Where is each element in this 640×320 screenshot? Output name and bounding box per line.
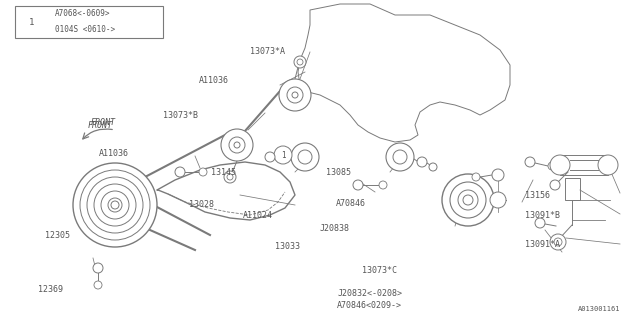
Circle shape xyxy=(535,218,545,228)
Text: 13033: 13033 xyxy=(275,242,300,251)
Circle shape xyxy=(73,163,157,247)
Circle shape xyxy=(353,180,363,190)
Text: FRONT: FRONT xyxy=(90,117,115,126)
Circle shape xyxy=(227,174,233,180)
Bar xyxy=(560,155,608,175)
Text: A7068<-0609>: A7068<-0609> xyxy=(55,9,111,18)
Text: 0104S <0610->: 0104S <0610-> xyxy=(55,25,115,34)
Text: 13091*A: 13091*A xyxy=(525,240,560,249)
Circle shape xyxy=(199,168,207,176)
Circle shape xyxy=(548,162,556,170)
Circle shape xyxy=(21,11,43,33)
Circle shape xyxy=(94,281,102,289)
Circle shape xyxy=(175,167,185,177)
Text: 1: 1 xyxy=(281,150,285,159)
Circle shape xyxy=(80,170,150,240)
Text: A11036: A11036 xyxy=(198,76,228,84)
Circle shape xyxy=(450,182,486,218)
Circle shape xyxy=(87,177,143,233)
Circle shape xyxy=(94,184,136,226)
Circle shape xyxy=(274,146,292,164)
Circle shape xyxy=(224,171,236,183)
Circle shape xyxy=(490,192,506,208)
Circle shape xyxy=(550,180,560,190)
Text: 13091*B: 13091*B xyxy=(525,212,560,220)
Circle shape xyxy=(554,238,562,246)
Text: A70846<0209->: A70846<0209-> xyxy=(337,301,403,310)
Circle shape xyxy=(292,92,298,98)
Circle shape xyxy=(429,163,437,171)
Text: 12305: 12305 xyxy=(45,231,70,240)
Text: 13028: 13028 xyxy=(189,200,214,209)
Circle shape xyxy=(417,157,427,167)
Circle shape xyxy=(111,201,119,209)
Text: 13145: 13145 xyxy=(211,168,236,177)
Text: A11024: A11024 xyxy=(243,212,273,220)
Text: 13073*B: 13073*B xyxy=(163,111,198,120)
Circle shape xyxy=(265,152,275,162)
Bar xyxy=(15,6,163,38)
Circle shape xyxy=(234,142,240,148)
Circle shape xyxy=(291,143,319,171)
Text: FRONT: FRONT xyxy=(88,121,113,130)
Circle shape xyxy=(101,191,129,219)
Text: 13073*A: 13073*A xyxy=(250,47,285,56)
Circle shape xyxy=(221,129,253,161)
Circle shape xyxy=(298,150,312,164)
Circle shape xyxy=(492,169,504,181)
Circle shape xyxy=(442,174,494,226)
Circle shape xyxy=(550,155,570,175)
Text: 12369: 12369 xyxy=(38,285,63,294)
Text: J20832<-0208>: J20832<-0208> xyxy=(337,289,403,298)
Circle shape xyxy=(525,157,535,167)
Circle shape xyxy=(463,195,473,205)
Text: 13085: 13085 xyxy=(326,168,351,177)
Circle shape xyxy=(379,181,387,189)
Text: 1: 1 xyxy=(29,18,35,27)
Circle shape xyxy=(93,263,103,273)
Circle shape xyxy=(229,137,245,153)
Circle shape xyxy=(297,59,303,65)
Circle shape xyxy=(294,56,306,68)
Text: A013001161: A013001161 xyxy=(577,306,620,312)
Circle shape xyxy=(287,87,303,103)
Circle shape xyxy=(472,173,480,181)
Circle shape xyxy=(598,155,618,175)
Circle shape xyxy=(279,79,311,111)
Circle shape xyxy=(108,198,122,212)
Text: A11036: A11036 xyxy=(99,149,129,158)
Circle shape xyxy=(458,190,478,210)
Text: J20838: J20838 xyxy=(320,224,350,233)
Text: A70846: A70846 xyxy=(336,199,366,208)
Circle shape xyxy=(550,234,566,250)
Circle shape xyxy=(386,143,414,171)
Circle shape xyxy=(393,150,407,164)
Bar xyxy=(565,178,580,200)
Text: 13073*C: 13073*C xyxy=(362,266,397,275)
Text: 13156: 13156 xyxy=(525,191,550,200)
